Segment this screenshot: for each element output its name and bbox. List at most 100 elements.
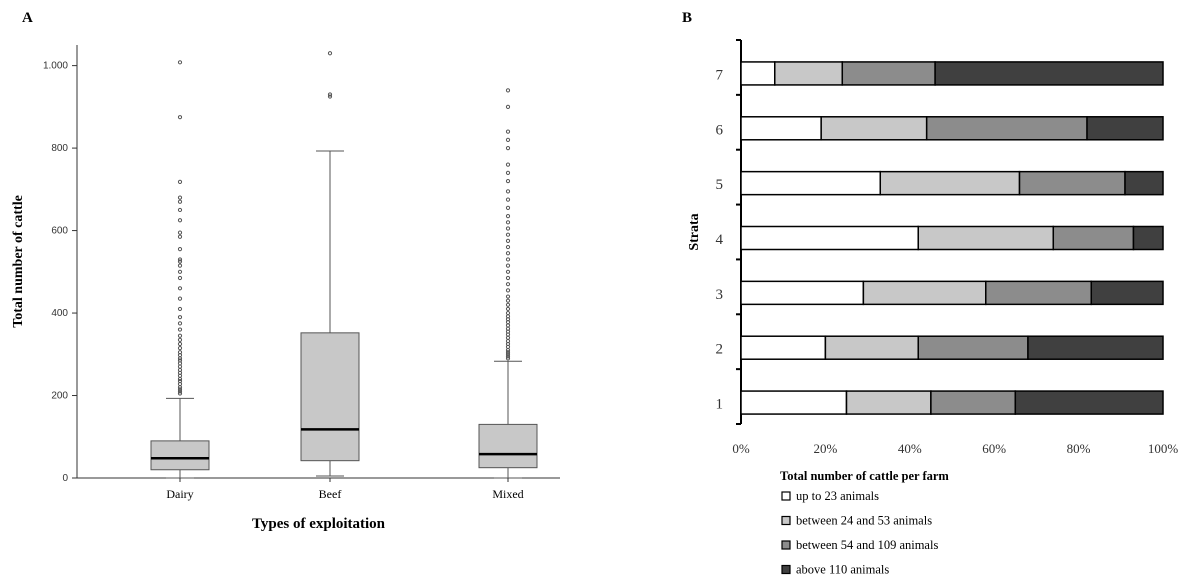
y-tick-label: 400 — [51, 308, 68, 319]
beef-outlier — [327, 94, 333, 99]
mixed-outlier — [505, 356, 511, 361]
stratum-label-4: 4 — [716, 232, 724, 248]
legend-label-1: up to 23 animals — [796, 489, 879, 503]
stratum-label-5: 5 — [716, 177, 724, 193]
dairy-outlier — [177, 218, 183, 223]
beef-outlier — [327, 92, 333, 97]
bar-stratum-3-series-3 — [985, 280, 1093, 306]
mixed-outlier — [505, 302, 511, 307]
legend-label-2: between 24 and 53 animals — [796, 514, 932, 528]
mixed-outlier — [505, 145, 511, 151]
y-tick-label: 200 — [51, 391, 68, 402]
bar-stratum-6-series-1 — [740, 116, 822, 141]
dairy-outlier — [177, 275, 183, 281]
mixed-outlier — [505, 197, 511, 202]
bar-stratum-2-series-1 — [740, 335, 827, 360]
dairy-outlier — [177, 286, 183, 291]
dairy-outlier — [177, 195, 183, 200]
dairy-outlier — [177, 247, 183, 252]
y-axis-title: Strata — [687, 213, 702, 250]
mixed-outlier — [505, 170, 511, 175]
bar-stratum-7-series-3 — [841, 61, 936, 86]
panel-a-label: A — [22, 10, 33, 26]
bar-stratum-4-series-2 — [917, 225, 1055, 251]
y-tick-label: 800 — [51, 143, 68, 154]
dairy-outlier — [177, 199, 183, 204]
stratum-label-1: 1 — [716, 397, 724, 413]
dairy-outlier — [177, 306, 183, 312]
mixed-outlier — [505, 189, 511, 194]
bar-stratum-6-series-3 — [925, 116, 1088, 141]
mixed-outlier — [505, 282, 511, 287]
bar-stratum-7-series-2 — [774, 61, 844, 86]
bar-stratum-5-series-4 — [1124, 170, 1164, 196]
mixed-outlier — [505, 323, 511, 328]
mixed-outlier — [505, 314, 511, 319]
dairy-outlier — [177, 350, 183, 355]
bar-stratum-2-series-2 — [824, 335, 919, 360]
dairy-box — [150, 440, 210, 471]
stratum-label-6: 6 — [716, 122, 724, 138]
dairy-outlier — [177, 333, 183, 338]
mixed-outlier — [505, 306, 511, 312]
dairy-outlier — [177, 234, 183, 239]
mixed-outlier — [505, 244, 511, 250]
bar-stratum-4-series-1 — [740, 225, 919, 251]
dairy-outlier — [177, 378, 183, 384]
legend-swatch-2 — [781, 515, 791, 526]
dairy-outlier — [177, 263, 183, 268]
mixed-outlier — [505, 251, 511, 256]
dairy-outlier — [177, 321, 183, 326]
legend-label-4: above 110 animals — [796, 563, 889, 575]
x-tick-label-mixed: Mixed — [492, 487, 523, 501]
mixed-outlier — [505, 275, 511, 281]
bar-stratum-5-series-2 — [879, 170, 1021, 196]
legend-swatch-1 — [781, 491, 791, 501]
x-tick-label: 60% — [982, 441, 1006, 456]
dairy-outlier — [177, 341, 183, 347]
y-axis-title: Total number of cattle — [11, 195, 26, 328]
mixed-outlier — [505, 214, 511, 219]
dairy-outlier — [177, 60, 183, 65]
dairy-outlier — [177, 346, 183, 351]
mixed-outlier — [505, 335, 511, 340]
bar-stratum-6-series-4 — [1086, 116, 1164, 141]
dairy-outlier — [177, 327, 183, 332]
dairy-outlier — [177, 389, 183, 394]
x-tick-label: 0% — [732, 441, 750, 456]
bar-stratum-3-series-4 — [1090, 280, 1164, 306]
dairy-outlier — [177, 358, 183, 363]
bar-stratum-1-series-4 — [1014, 390, 1164, 415]
mixed-outlier — [505, 310, 511, 316]
y-tick-label: 0 — [62, 473, 68, 484]
x-tick-label: 100% — [1148, 441, 1179, 456]
mixed-outlier — [505, 350, 511, 355]
mixed-outlier — [505, 294, 511, 299]
bar-stratum-7-series-4 — [934, 61, 1164, 86]
mixed-outlier — [505, 232, 511, 237]
mixed-outlier — [505, 88, 511, 93]
mixed-outlier — [505, 104, 511, 109]
stratum-label-2: 2 — [716, 342, 724, 358]
bar-stratum-3-series-2 — [862, 280, 987, 306]
panel-b-stacked-bar: Strata 1 2 3 4 5 6 7 0% 20% 40% 60% 80% 100% Total num… — [687, 39, 1179, 575]
mixed-outlier — [505, 352, 511, 357]
dairy-outlier — [177, 296, 183, 301]
dairy-outlier — [177, 337, 183, 342]
legend-label-3: between 54 and 109 animals — [796, 538, 938, 552]
mixed-outlier — [505, 269, 511, 274]
bar-stratum-1-series-2 — [845, 390, 932, 415]
legend-title: Total number of cattle per farm — [780, 469, 949, 483]
bar-stratum-1-series-3 — [930, 390, 1017, 415]
bar-stratum-1-series-1 — [740, 390, 848, 415]
mixed-outlier — [505, 298, 511, 303]
bar-stratum-5-series-1 — [740, 170, 882, 196]
mixed-outlier — [505, 226, 511, 231]
x-tick-label-dairy: Dairy — [166, 487, 193, 501]
y-tick-label: 1.000 — [43, 61, 68, 72]
dairy-outlier — [177, 115, 183, 120]
x-tick-label: 20% — [813, 441, 837, 456]
bar-stratum-4-series-4 — [1132, 225, 1164, 251]
dairy-outlier — [177, 364, 183, 369]
